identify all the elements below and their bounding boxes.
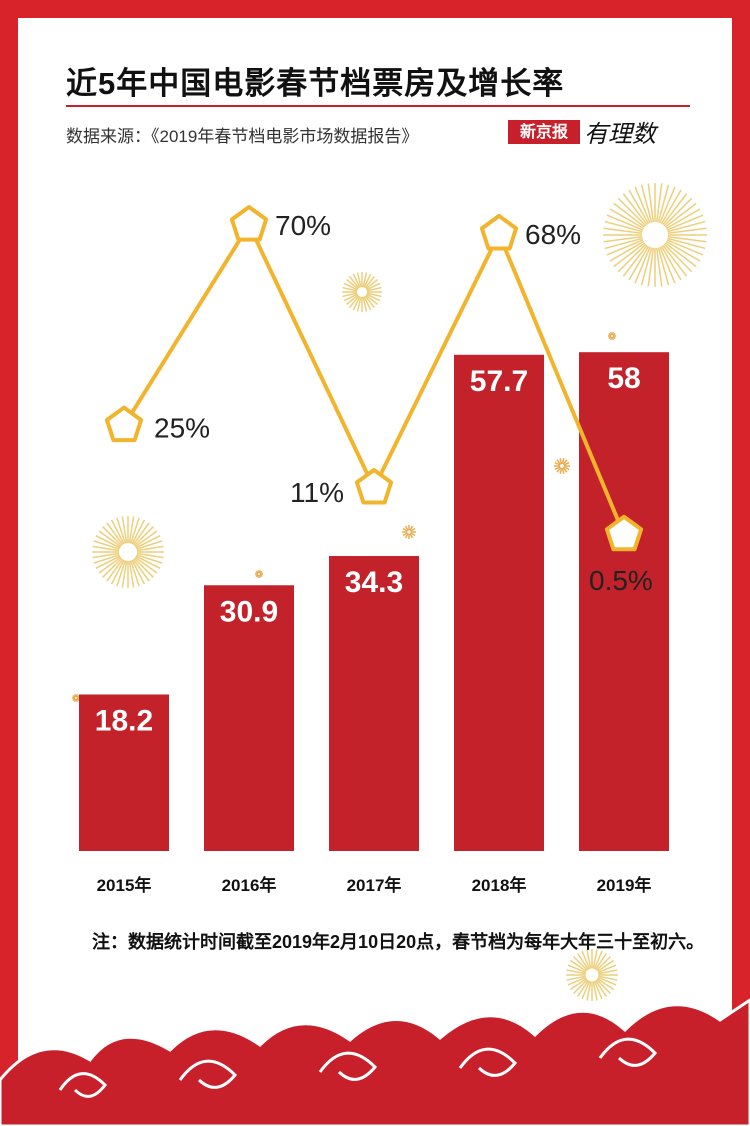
- bar-group: 18.2 30.9 34.3 57.7 58: [79, 352, 669, 851]
- firework-icon: [72, 693, 80, 703]
- x-tick-label: 2018年: [472, 875, 527, 895]
- cloud-shape: [0, 998, 750, 1126]
- bar-value-label: 57.7: [470, 365, 528, 398]
- firework-icon: [554, 458, 570, 474]
- growth-point-marker: [104, 405, 144, 443]
- brand-logo: 新京报: [508, 120, 580, 144]
- x-tick-label: 2019年: [597, 875, 652, 895]
- bar-value-label: 58: [607, 362, 640, 395]
- firework-icon: [342, 272, 382, 312]
- growth-point-marker: [604, 514, 644, 552]
- cloud-swirl: [318, 1051, 378, 1081]
- growth-point-marker: [354, 468, 394, 505]
- x-tick-label: 2016年: [222, 875, 277, 895]
- cloud-swirl: [598, 1037, 658, 1067]
- chart-title: 近5年中国电影春节档票房及增长率: [66, 66, 565, 101]
- growth-value-label: 0.5%: [589, 565, 653, 596]
- growth-value-label: 70%: [275, 210, 331, 241]
- bar-2016年: [204, 585, 294, 851]
- growth-value-label: 25%: [154, 413, 210, 444]
- firework-icon: [92, 516, 164, 588]
- footnote: 注：数据统计时间截至2019年2月10日20点，春节档为每年大年三十至初六。: [92, 932, 705, 952]
- x-tick-label: 2017年: [347, 875, 402, 895]
- bar-2017年: [329, 556, 419, 851]
- cloud-pattern-footer: [0, 998, 750, 1126]
- bar-2015年: [79, 694, 169, 851]
- bar-2019年: [579, 352, 669, 851]
- firework-icon: [566, 949, 618, 1001]
- cloud-swirl: [458, 1047, 518, 1077]
- bar-value-label: 30.9: [220, 595, 278, 628]
- firework-decorations: [72, 183, 707, 1001]
- growth-point-marker: [479, 213, 519, 251]
- brand-column-name: 有理数: [584, 120, 656, 148]
- source-text: 数据来源：《2019年春节档电影市场数据报告》: [66, 127, 419, 146]
- title-divider: [66, 105, 690, 107]
- growth-line-group: 25% 70% 11% 68% 0.5%: [104, 205, 653, 596]
- x-tick-label: 2015年: [97, 875, 152, 895]
- x-axis-labels: 2015年 2016年 2017年 2018年 2019年: [97, 875, 652, 895]
- cloud-swirl: [58, 1072, 107, 1098]
- firework-icon: [402, 525, 416, 539]
- bar-value-label: 34.3: [345, 566, 403, 599]
- cloud-swirl: [178, 1059, 238, 1089]
- firework-icon: [255, 569, 263, 579]
- bar-2018年: [454, 354, 544, 851]
- bar-value-label: 18.2: [95, 704, 153, 737]
- growth-point-marker: [229, 205, 269, 242]
- growth-value-label: 68%: [525, 219, 581, 250]
- firework-icon: [608, 331, 616, 341]
- growth-value-label: 11%: [290, 477, 344, 508]
- firework-icon: [603, 183, 707, 287]
